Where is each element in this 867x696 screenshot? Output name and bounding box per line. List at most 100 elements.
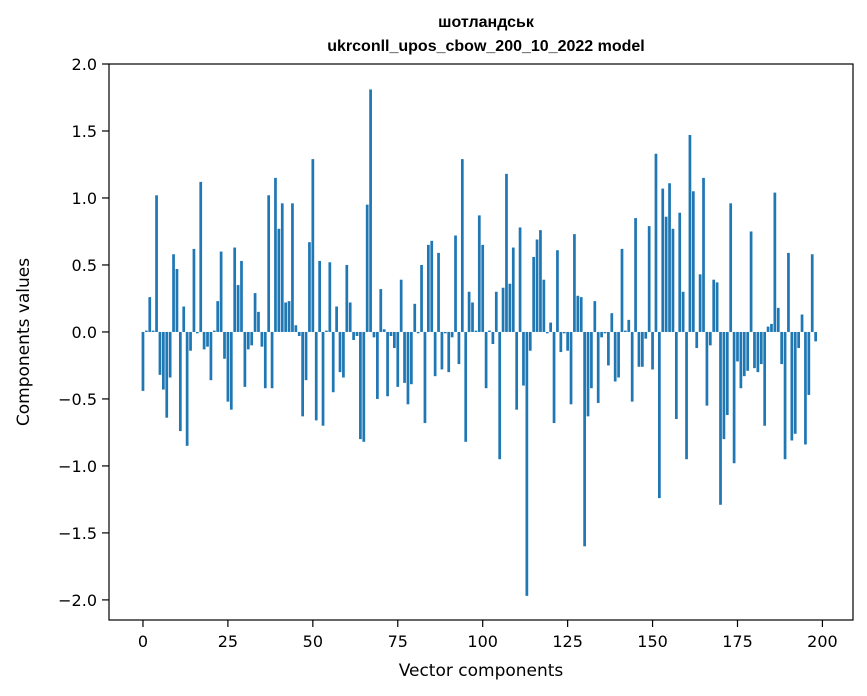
bar [576, 295, 580, 332]
bar [338, 331, 342, 373]
bar [260, 331, 264, 347]
y-tick-label: 1.5 [72, 122, 97, 141]
bar [437, 252, 440, 332]
bar [773, 192, 777, 332]
x-tick-label: 75 [388, 632, 408, 651]
bar [287, 301, 291, 332]
bar [352, 331, 355, 340]
bar [569, 331, 573, 405]
bar [399, 279, 403, 332]
bar [501, 287, 505, 332]
bar [185, 331, 189, 446]
y-axis-label: Components values [14, 258, 34, 426]
bar [284, 302, 288, 332]
bar [753, 331, 756, 369]
bar [253, 293, 257, 332]
bar [304, 331, 308, 381]
bar [240, 260, 243, 332]
bar [382, 329, 386, 332]
bar [348, 302, 352, 332]
bar [291, 203, 294, 332]
bar [206, 331, 209, 347]
bar [342, 331, 345, 378]
bar [372, 331, 376, 338]
bar [549, 322, 552, 332]
bar [267, 195, 271, 332]
bar [308, 242, 311, 332]
bar [790, 331, 794, 441]
bar [624, 330, 627, 332]
y-tick-label: 0.5 [72, 256, 97, 275]
bar [780, 331, 784, 365]
bar [386, 331, 389, 397]
bar [620, 248, 624, 332]
bar [464, 331, 468, 442]
bar [294, 325, 298, 332]
bar [508, 283, 512, 332]
chart-title-line2: ukrconll_upos_cbow_200_10_2022 model [327, 38, 644, 55]
bar [274, 177, 277, 332]
bar [148, 297, 152, 332]
bar [756, 331, 760, 373]
bar [396, 331, 400, 387]
bar [637, 331, 641, 367]
bar [505, 173, 508, 332]
bar [573, 234, 576, 332]
bar [355, 331, 359, 336]
bar [528, 331, 532, 351]
bar [376, 331, 379, 399]
bar [362, 331, 366, 442]
bar [369, 89, 372, 332]
bar [246, 331, 250, 350]
bar [236, 285, 240, 332]
bar [219, 251, 223, 332]
bar [471, 302, 474, 332]
bar [189, 331, 192, 351]
bar [280, 203, 284, 332]
bar [545, 331, 549, 334]
bar [423, 331, 427, 424]
x-tick-label: 100 [467, 632, 498, 651]
y-tick-label: −2.0 [58, 591, 97, 610]
bar [807, 331, 811, 395]
x-tick-label: 200 [807, 632, 838, 651]
bar [532, 256, 536, 332]
bar [223, 331, 226, 359]
x-tick-label: 150 [637, 632, 668, 651]
bar [634, 218, 637, 332]
bar [627, 319, 631, 332]
bar [702, 177, 705, 332]
bar [263, 331, 267, 389]
bar [233, 247, 237, 332]
bar [671, 228, 675, 332]
bar [647, 226, 651, 332]
bar [749, 231, 753, 332]
bar [270, 331, 274, 389]
bar [800, 314, 804, 332]
bar [192, 248, 196, 332]
bar [586, 331, 590, 417]
y-tick-label: 1.0 [72, 189, 97, 208]
bar [481, 244, 485, 332]
bar [695, 331, 699, 349]
bar [277, 228, 281, 332]
chart-title-line1: шотландськ [438, 14, 535, 31]
bar [379, 289, 383, 332]
bar [209, 331, 213, 381]
bar [413, 303, 417, 332]
bar [600, 331, 603, 338]
bar [403, 331, 406, 383]
bar [443, 331, 447, 334]
x-tick-label: 0 [138, 632, 148, 651]
bar [678, 212, 682, 332]
bar [562, 331, 566, 334]
bar [498, 331, 502, 460]
bar [162, 331, 165, 390]
bar [593, 301, 597, 332]
bar [168, 331, 172, 378]
bar [484, 331, 488, 389]
bar [406, 331, 410, 405]
bar [430, 240, 434, 332]
bar [393, 331, 396, 349]
bar [542, 279, 546, 332]
